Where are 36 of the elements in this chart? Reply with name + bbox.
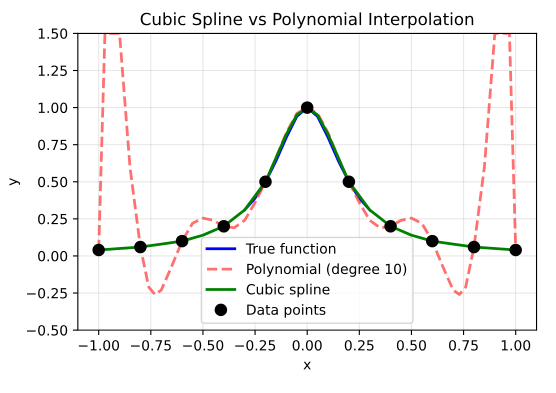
point [426, 234, 439, 248]
point [176, 234, 188, 248]
y-tick-label: −0.50 [27, 325, 68, 336]
point [300, 101, 314, 114]
x-tick-label: −0.75 [131, 340, 171, 351]
x-tick-label: −0.50 [183, 340, 224, 351]
point [509, 244, 522, 256]
x-tick-label: 1.00 [502, 340, 530, 351]
x-tick-label: 0.50 [396, 340, 426, 351]
legend-label: Cubic spline [246, 284, 330, 298]
point [92, 244, 105, 256]
y-tick-label: 1.50 [38, 28, 68, 39]
chart-title: Cubic Spline vs Polynomial Interpolation [140, 12, 474, 29]
y-tick-label: 0.50 [38, 176, 68, 188]
y-axis-title: y [10, 178, 20, 186]
y-tick-label: 0.25 [38, 214, 67, 224]
y-tick-label: −0.25 [27, 288, 67, 299]
point [342, 176, 356, 188]
x-tick-label: −0.25 [235, 340, 276, 351]
point [384, 220, 397, 233]
y-tick-label: 1.00 [38, 102, 68, 114]
x-tick-label: −1.00 [78, 340, 120, 351]
legend-label: True function [246, 243, 336, 254]
legend-label: Polynomial (degree 10) [247, 263, 406, 277]
point [259, 176, 272, 188]
legend-label: Data points [247, 304, 326, 318]
point [134, 240, 147, 254]
point [468, 240, 480, 254]
x-tick-label: 0.75 [449, 340, 478, 351]
x-tick-label: 0.00 [292, 340, 322, 351]
y-tick-label: 1.25 [38, 65, 67, 76]
point [218, 220, 230, 233]
x-axis-title: x [303, 362, 311, 370]
y-tick-label: 0.75 [38, 140, 67, 150]
y-tick-label: 0.00 [38, 250, 68, 262]
x-tick-label: 0.25 [344, 340, 374, 351]
